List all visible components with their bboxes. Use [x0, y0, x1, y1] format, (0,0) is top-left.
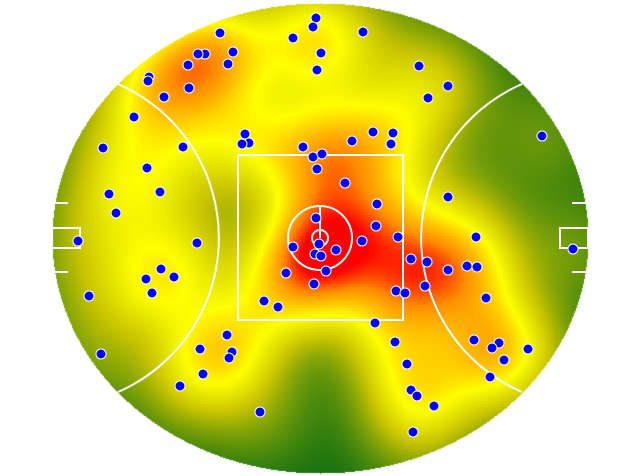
data-point	[287, 241, 299, 253]
data-point	[223, 352, 235, 364]
data-point	[141, 162, 153, 174]
data-points	[72, 12, 579, 438]
data-point	[182, 59, 194, 71]
data-point	[310, 212, 322, 224]
data-point	[311, 64, 323, 76]
data-point	[486, 342, 498, 354]
data-point	[97, 142, 109, 154]
data-point	[110, 207, 122, 219]
data-point	[154, 186, 166, 198]
data-point	[72, 235, 84, 247]
data-point	[389, 336, 401, 348]
data-point	[191, 237, 203, 249]
data-point	[254, 406, 266, 418]
data-point	[222, 58, 234, 70]
data-point	[392, 231, 404, 243]
data-point	[155, 263, 167, 275]
data-point	[236, 138, 248, 150]
data-point	[468, 334, 480, 346]
data-point	[498, 354, 510, 366]
data-point	[177, 141, 189, 153]
data-point	[239, 128, 251, 140]
data-point	[356, 235, 368, 247]
data-point	[471, 261, 483, 273]
data-point	[192, 48, 204, 60]
data-point	[103, 188, 115, 200]
data-point	[421, 256, 433, 268]
data-point	[128, 111, 140, 123]
data-point	[95, 348, 107, 360]
data-point	[407, 426, 419, 438]
data-point	[357, 26, 369, 38]
data-point	[367, 126, 379, 138]
data-point	[461, 260, 473, 272]
data-point	[442, 264, 454, 276]
data-point	[484, 371, 496, 383]
data-point	[308, 278, 320, 290]
data-point	[346, 135, 358, 147]
data-point	[183, 82, 195, 94]
data-point	[307, 21, 319, 33]
data-point	[480, 292, 492, 304]
data-point	[214, 27, 226, 39]
data-point	[158, 91, 170, 103]
data-point	[411, 390, 423, 402]
data-point	[470, 231, 482, 243]
data-point	[311, 163, 323, 175]
data-point	[567, 243, 579, 255]
data-point	[422, 92, 434, 104]
data-point	[339, 177, 351, 189]
data-point	[370, 220, 382, 232]
data-point	[442, 80, 454, 92]
data-point	[390, 285, 402, 297]
data-point	[272, 301, 284, 313]
left-50m-arc	[117, 83, 220, 393]
data-point	[197, 368, 209, 380]
data-point	[287, 32, 299, 44]
data-point	[320, 265, 332, 277]
data-point	[442, 191, 454, 203]
data-point	[140, 273, 152, 285]
right-50m-arc	[420, 83, 523, 393]
field-lines	[51, 83, 589, 393]
data-point	[168, 271, 180, 283]
data-point	[371, 198, 383, 210]
data-point	[413, 60, 425, 72]
data-point	[399, 287, 411, 299]
data-point	[316, 148, 328, 160]
data-point	[297, 141, 309, 153]
data-point	[419, 280, 431, 292]
data-point	[194, 343, 206, 355]
data-point	[146, 287, 158, 299]
data-point	[227, 46, 239, 58]
data-point	[369, 317, 381, 329]
data-point	[310, 12, 322, 24]
data-point	[401, 358, 413, 370]
data-point	[315, 47, 327, 59]
data-point	[83, 290, 95, 302]
data-point	[280, 267, 292, 279]
data-point	[174, 380, 186, 392]
data-point	[258, 295, 270, 307]
data-point	[385, 138, 397, 150]
data-point	[405, 253, 417, 265]
data-point	[330, 244, 342, 256]
data-point	[307, 151, 319, 163]
data-point	[387, 127, 399, 139]
data-point	[142, 75, 154, 87]
data-point	[536, 130, 548, 142]
data-point	[313, 238, 325, 250]
data-point	[315, 250, 327, 262]
data-point	[428, 400, 440, 412]
data-point	[522, 343, 534, 355]
data-point	[221, 329, 233, 341]
